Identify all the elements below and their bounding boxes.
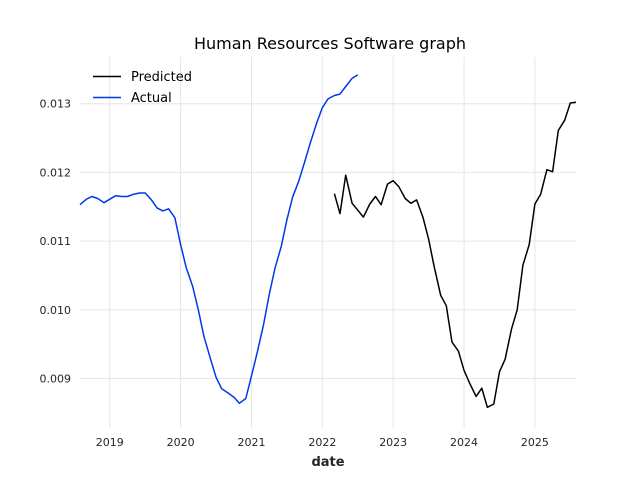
y-tick-label: 0.011 [40, 235, 72, 248]
x-tick-label: 2025 [521, 436, 549, 449]
x-tick-label: 2021 [237, 436, 265, 449]
y-tick-label: 0.010 [40, 304, 72, 317]
legend: Predicted Actual [93, 70, 192, 106]
grid-lines [80, 57, 576, 428]
legend-label-predicted: Predicted [131, 70, 192, 85]
y-tick-label: 0.012 [40, 166, 72, 179]
x-axis-label: date [311, 455, 344, 470]
series-line-predicted [333, 101, 577, 409]
chart-title: Human Resources Software graph [194, 34, 466, 53]
x-tick-labels: 2019 2020 2021 2022 2023 2024 2025 [96, 436, 549, 449]
legend-label-actual: Actual [131, 91, 172, 106]
x-tick-label: 2022 [308, 436, 336, 449]
x-tick-label: 2024 [450, 436, 478, 449]
x-tick-label: 2019 [96, 436, 124, 449]
x-tick-label: 2020 [167, 436, 195, 449]
y-tick-labels: 0.009 0.010 0.011 0.012 0.013 [40, 98, 72, 386]
series-line-actual [79, 74, 359, 405]
series-lines [79, 74, 577, 409]
x-tick-label: 2023 [379, 436, 407, 449]
y-tick-label: 0.013 [40, 98, 72, 111]
y-tick-label: 0.009 [40, 373, 72, 386]
